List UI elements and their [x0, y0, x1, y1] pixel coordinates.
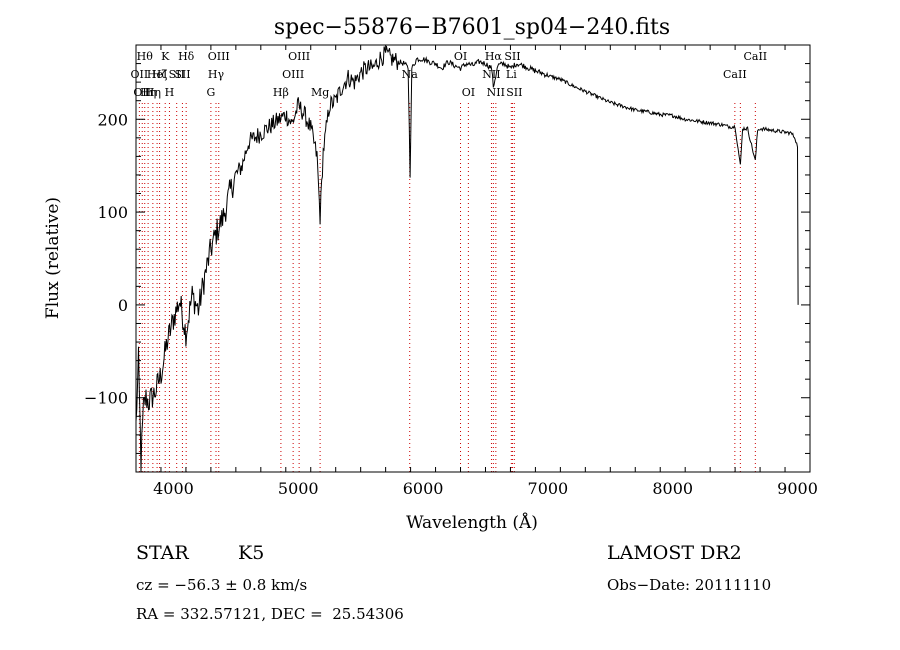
x-tick-label: 8000: [652, 479, 693, 498]
reference-line-label: SII: [169, 68, 185, 81]
reference-line-label: OIII: [208, 50, 230, 63]
sky-coordinates: RA = 332.57121, DEC = 25.54306: [136, 605, 404, 623]
y-axis-label: Flux (relative): [43, 197, 63, 319]
reference-line-label: Hη: [140, 86, 156, 99]
reference-line-label: CaII: [723, 68, 747, 81]
reference-line-label: Na: [402, 68, 419, 81]
x-tick-label: 4000: [153, 479, 194, 498]
reference-line-label: Hη: [145, 86, 161, 99]
object-class: STAR: [136, 542, 189, 564]
x-tick-label: 6000: [403, 479, 444, 498]
reference-line-label: Li: [506, 68, 517, 81]
y-tick-label: 200: [97, 110, 128, 129]
x-tick-label: 7000: [528, 479, 569, 498]
x-tick-label: 9000: [777, 479, 818, 498]
reference-line-label: Hα: [485, 50, 503, 63]
reference-line-label: CaII: [743, 50, 767, 63]
y-axis-ticks: −100 0 100 200: [84, 44, 810, 473]
x-tick-label: 5000: [278, 479, 319, 498]
reference-line-label: Hγ: [208, 68, 225, 81]
y-tick-label: 0: [118, 296, 128, 315]
reference-line-label: SII: [506, 86, 522, 99]
reference-line-label: NII: [487, 86, 505, 99]
object-subclass: K5: [238, 542, 265, 564]
reference-line-labels: OIIOIIHθHηHηHeIHζKHSIISIIHδGHγOIIIHβOIII…: [131, 50, 768, 99]
reference-line-label: HeI: [147, 68, 167, 81]
chart-title: spec−55876−B7601_sp04−240.fits: [274, 15, 670, 40]
observation-date: Obs−Date: 20111110: [607, 576, 772, 594]
reference-line-label: Hζ: [152, 68, 168, 81]
reference-line-label: Hδ: [178, 50, 195, 63]
reference-line-label: OIII: [288, 50, 310, 63]
reference-line-label: Mg: [311, 86, 329, 99]
reference-line-label: SII: [174, 68, 190, 81]
survey-name: LAMOST DR2: [607, 542, 742, 564]
x-axis-label: Wavelength (Å): [406, 512, 538, 533]
reference-line-label: OII: [133, 86, 151, 99]
reference-line-label: OII: [131, 68, 149, 81]
y-tick-label: −100: [84, 389, 128, 408]
spectrum-line: [135, 45, 799, 472]
reference-line-label: OIII: [282, 68, 304, 81]
redshift-velocity: cz = −56.3 ± 0.8 km/s: [136, 576, 308, 594]
plot-frame: [135, 44, 811, 473]
y-tick-label: 100: [97, 203, 128, 222]
reference-lines: [138, 103, 756, 472]
reference-line-label: OI: [454, 50, 467, 63]
reference-line-label: Hθ: [137, 50, 154, 63]
reference-line-label: OI: [462, 86, 475, 99]
reference-line-label: K: [161, 50, 170, 63]
x-axis-ticks: 4000 5000 6000 7000 8000 9000: [135, 45, 818, 498]
reference-line-label: SII: [504, 50, 520, 63]
reference-line-label: Hβ: [273, 86, 289, 99]
reference-line-label: G: [206, 86, 215, 99]
reference-line-label: H: [165, 86, 175, 99]
